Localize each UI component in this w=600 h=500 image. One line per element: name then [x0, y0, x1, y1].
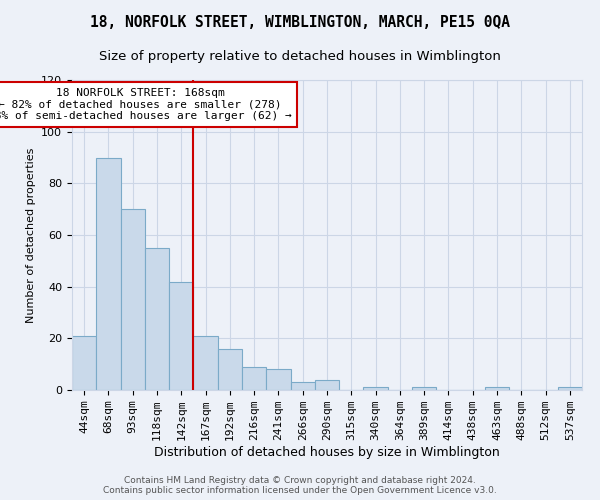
- Text: Contains HM Land Registry data © Crown copyright and database right 2024.
Contai: Contains HM Land Registry data © Crown c…: [103, 476, 497, 495]
- Bar: [218, 348, 242, 390]
- Bar: [72, 336, 96, 390]
- Bar: [364, 388, 388, 390]
- Bar: [558, 388, 582, 390]
- Bar: [290, 382, 315, 390]
- Text: Size of property relative to detached houses in Wimblington: Size of property relative to detached ho…: [99, 50, 501, 63]
- Text: 18, NORFOLK STREET, WIMBLINGTON, MARCH, PE15 0QA: 18, NORFOLK STREET, WIMBLINGTON, MARCH, …: [90, 15, 510, 30]
- Y-axis label: Number of detached properties: Number of detached properties: [26, 148, 35, 322]
- Bar: [485, 388, 509, 390]
- Bar: [145, 248, 169, 390]
- Bar: [169, 282, 193, 390]
- Bar: [315, 380, 339, 390]
- Bar: [193, 336, 218, 390]
- Text: 18 NORFOLK STREET: 168sqm
← 82% of detached houses are smaller (278)
18% of semi: 18 NORFOLK STREET: 168sqm ← 82% of detac…: [0, 88, 292, 121]
- Bar: [96, 158, 121, 390]
- Bar: [242, 367, 266, 390]
- Bar: [121, 209, 145, 390]
- X-axis label: Distribution of detached houses by size in Wimblington: Distribution of detached houses by size …: [154, 446, 500, 459]
- Bar: [266, 370, 290, 390]
- Bar: [412, 388, 436, 390]
